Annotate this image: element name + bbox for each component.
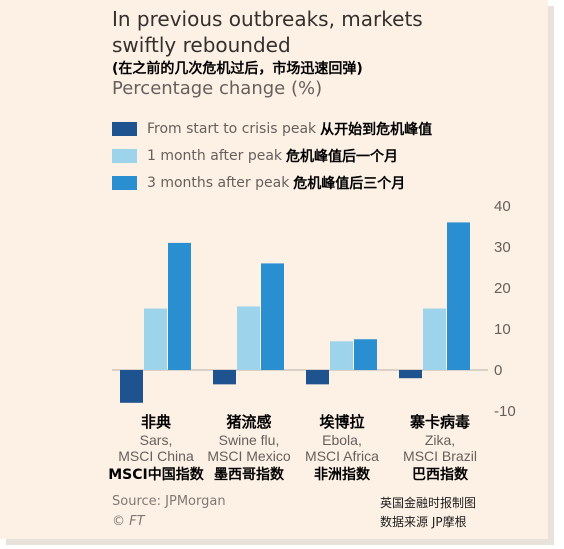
source-note: Source: JPMorgan	[112, 494, 226, 509]
legend-swatch	[112, 149, 137, 163]
legend-item-1-month: 1 month after peak 危机峰值后一个月	[112, 147, 398, 165]
bar	[144, 308, 167, 370]
category-label: MSCI Mexico	[207, 448, 290, 464]
chart-title-chinese: (在之前的几次危机过后，市场迅速回弹)	[112, 61, 363, 77]
bar	[237, 306, 260, 370]
category-label: Zika,	[425, 432, 455, 448]
y-tick-label: 40	[494, 198, 511, 215]
bar	[447, 222, 470, 370]
bar	[168, 242, 191, 370]
category-label-chinese-index: 墨西哥指数	[214, 466, 285, 483]
bar	[354, 339, 377, 370]
category-label-chinese: 非典	[141, 413, 171, 431]
ft-credit: © FT	[112, 514, 145, 529]
legend-label: 3 months after peak	[147, 175, 290, 191]
legend-item-3-months: 3 months after peak 危机峰值后三个月	[112, 174, 405, 192]
chart-subtitle: Percentage change (%)	[112, 78, 323, 99]
bar	[330, 341, 353, 370]
category-label-chinese: 猪流感	[225, 413, 271, 431]
legend-label-chinese: 危机峰值后三个月	[293, 176, 406, 192]
bar	[399, 370, 422, 379]
bar	[120, 370, 143, 403]
y-tick-label: 20	[494, 280, 511, 297]
chart-title: In previous outbreaks, markets swiftly r…	[112, 7, 423, 57]
bar	[261, 263, 284, 370]
legend-label-chinese: 危机峰值后一个月	[286, 149, 399, 165]
y-tick-label: 30	[494, 239, 511, 256]
legend-label-chinese: 从开始到危机峰值	[320, 122, 433, 138]
category-label-chinese-index: MSCI中国指数	[108, 466, 204, 483]
y-tick-label: 10	[494, 321, 511, 338]
category-label-chinese: 寨卡病毒	[409, 413, 470, 431]
y-tick-label: -10	[494, 403, 516, 420]
bar	[423, 308, 446, 370]
watermark-line-2: 数据来源 JP摩根	[380, 515, 467, 529]
legend-label: 1 month after peak	[147, 148, 283, 164]
legend-swatch	[112, 176, 137, 190]
category-label: MSCI Africa	[305, 448, 379, 464]
legend-label: From start to crisis peak	[147, 121, 317, 137]
legend-swatch	[112, 122, 137, 136]
category-label: Sars,	[140, 432, 173, 448]
category-label: MSCI China	[118, 448, 194, 464]
category-label-chinese-index: 非洲指数	[314, 466, 371, 483]
watermark-line-1: 英国金融时报制图	[380, 496, 477, 510]
category-label: Swine flu,	[219, 432, 280, 448]
bar	[213, 370, 236, 385]
legend-item-crisis-peak: From start to crisis peak 从开始到危机峰值	[112, 120, 432, 138]
y-tick-label: 0	[494, 362, 502, 379]
category-label: Ebola,	[322, 432, 362, 448]
bar	[306, 370, 329, 385]
category-label: MSCI Brazil	[403, 448, 477, 464]
category-label-chinese: 埃博拉	[319, 413, 364, 431]
category-label-chinese-index: 巴西指数	[412, 466, 469, 483]
